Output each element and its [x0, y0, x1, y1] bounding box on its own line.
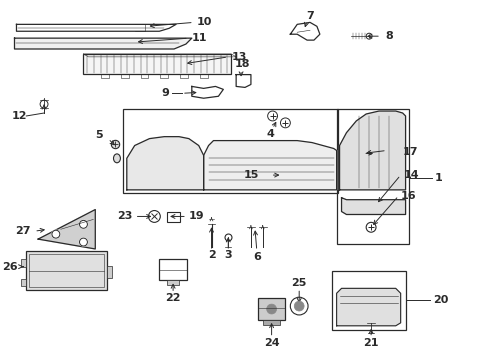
Text: 24: 24 [264, 338, 279, 347]
Text: 16: 16 [401, 191, 416, 201]
Text: 23: 23 [117, 211, 133, 221]
Text: 18: 18 [235, 59, 251, 69]
Text: 2: 2 [208, 250, 216, 260]
Polygon shape [342, 198, 406, 215]
Polygon shape [204, 141, 337, 190]
Text: 5: 5 [96, 130, 103, 140]
Text: 25: 25 [292, 278, 307, 288]
Circle shape [52, 230, 60, 238]
Text: 19: 19 [189, 211, 204, 221]
Text: 4: 4 [267, 129, 274, 139]
Circle shape [294, 301, 304, 311]
Bar [22, 259, 26, 267]
Bar [167, 280, 179, 285]
Circle shape [79, 220, 87, 228]
Bar [159, 259, 187, 280]
Text: 3: 3 [224, 250, 232, 260]
Bar [29, 254, 104, 287]
Text: 27: 27 [15, 226, 30, 236]
Text: 20: 20 [433, 295, 448, 305]
Text: 11: 11 [192, 33, 207, 43]
Text: 17: 17 [403, 147, 418, 157]
Text: 14: 14 [404, 170, 419, 180]
Text: 22: 22 [165, 293, 181, 303]
Text: 12: 12 [12, 111, 27, 121]
Bar [337, 109, 409, 244]
Text: 26: 26 [2, 262, 18, 272]
Polygon shape [127, 137, 204, 190]
Text: 6: 6 [253, 252, 261, 262]
Ellipse shape [114, 154, 121, 163]
Bar [258, 298, 285, 320]
Polygon shape [38, 210, 95, 249]
Polygon shape [340, 111, 406, 190]
Bar [263, 320, 280, 325]
Text: 9: 9 [161, 88, 169, 98]
Bar [83, 54, 231, 73]
Bar [332, 271, 406, 330]
Bar [26, 251, 107, 290]
Polygon shape [15, 38, 192, 49]
Text: 7: 7 [306, 12, 314, 22]
Circle shape [267, 304, 276, 314]
Text: 13: 13 [231, 52, 246, 62]
Text: 21: 21 [364, 338, 379, 347]
Text: 10: 10 [197, 17, 212, 27]
Bar [123, 109, 338, 193]
Text: 8: 8 [385, 31, 392, 41]
Circle shape [79, 238, 87, 246]
Polygon shape [337, 288, 401, 326]
Text: 1: 1 [435, 173, 443, 183]
Bar [22, 279, 26, 287]
Text: 15: 15 [244, 170, 259, 180]
Bar [107, 266, 112, 278]
Bar [167, 212, 180, 222]
